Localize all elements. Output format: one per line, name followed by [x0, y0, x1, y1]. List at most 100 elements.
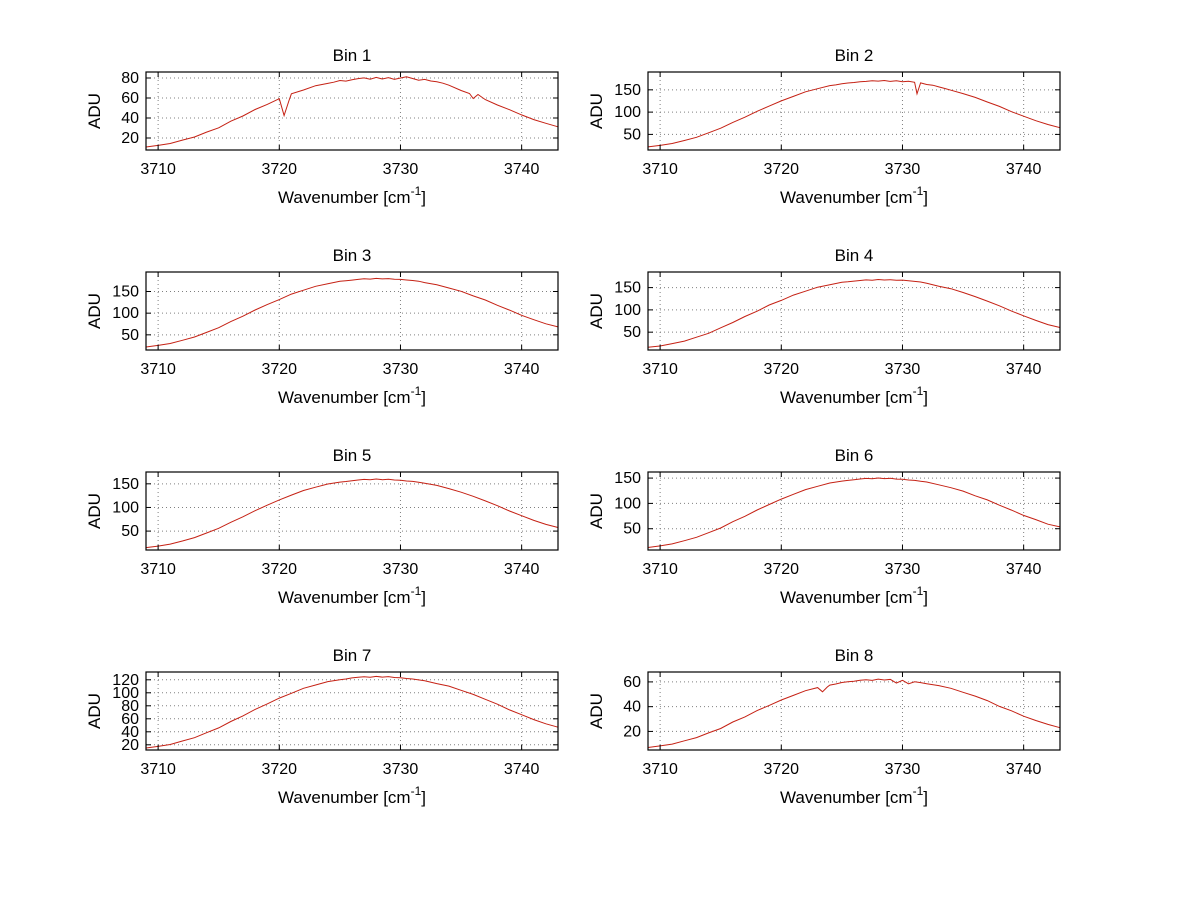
subplot-title: Bin 3 — [333, 246, 372, 265]
x-axis-label: Wavenumber [cm-1] — [780, 184, 928, 207]
spectrum-line — [647, 678, 1061, 748]
y-tick-label: 150 — [614, 470, 641, 487]
y-tick-label: 20 — [121, 130, 139, 147]
x-axis-label: Wavenumber [cm-1] — [780, 384, 928, 407]
x-tick-label: 3710 — [642, 161, 678, 178]
y-tick-label: 80 — [121, 698, 139, 715]
x-tick-label: 3730 — [383, 361, 419, 378]
y-tick-label: 120 — [112, 672, 139, 689]
plot-bin-2: 3710 3720 3730 3740 50 100 150 Bin 2 ADU Wavenumb… — [587, 46, 1061, 207]
y-tick-label: 20 — [623, 723, 641, 740]
plot-bin-5: 3710 3720 3730 3740 50 100 150 Bin 5 ADU Wavenumb… — [85, 446, 559, 607]
y-tick-label: 40 — [121, 110, 139, 127]
x-tick-label: 3710 — [642, 561, 678, 578]
x-tick-label: 3720 — [763, 361, 799, 378]
spectrum-line — [145, 76, 559, 148]
axes-frame — [145, 671, 559, 751]
x-axis-label: Wavenumber [cm-1] — [278, 784, 426, 807]
y-axis-label: ADU — [587, 493, 606, 529]
subplot-title: Bin 6 — [835, 446, 874, 465]
x-tick-label: 3730 — [885, 761, 921, 778]
plot-bin-4: 3710 3720 3730 3740 50 100 150 Bin 4 ADU Wavenumb… — [587, 246, 1061, 407]
x-tick-label: 3730 — [383, 161, 419, 178]
x-tick-label: 3740 — [1006, 161, 1042, 178]
spectrum-line — [145, 277, 559, 348]
y-tick-label: 50 — [623, 126, 641, 143]
plot-bin-6: 3710 3720 3730 3740 50 100 150 Bin 6 ADU Wavenumb… — [587, 446, 1061, 607]
y-tick-label: 150 — [112, 284, 139, 301]
y-tick-label: 100 — [112, 499, 139, 516]
subplot-title: Bin 5 — [333, 446, 372, 465]
spectrum-line — [145, 478, 559, 549]
x-tick-label: 3740 — [1006, 761, 1042, 778]
y-axis-label: ADU — [85, 293, 104, 329]
x-axis-label: Wavenumber [cm-1] — [278, 584, 426, 607]
subplot-bin-7: 3710 3720 3730 3740 20 40 60 80 100 120 Bin 7 ADU Wa… — [82, 644, 582, 844]
x-axis-label: Wavenumber [cm-1] — [780, 584, 928, 607]
subplot-bin-3: 3710 3720 3730 3740 50 100 150 Bin 3 ADU Wavenumb… — [82, 244, 582, 444]
y-axis-label: ADU — [587, 293, 606, 329]
x-tick-label: 3740 — [504, 761, 540, 778]
y-axis-label: ADU — [85, 493, 104, 529]
plot-bin-8: 3710 3720 3730 3740 20 40 60 Bin 8 ADU Wavenumber… — [587, 646, 1061, 807]
x-tick-label: 3730 — [383, 761, 419, 778]
axes-frame — [145, 271, 559, 351]
axes-frame — [647, 71, 1061, 151]
y-tick-label: 100 — [614, 104, 641, 121]
x-tick-label: 3710 — [642, 361, 678, 378]
subplot-title: Bin 8 — [835, 646, 874, 665]
y-tick-label: 60 — [121, 90, 139, 107]
x-tick-label: 3710 — [140, 161, 176, 178]
x-tick-label: 3720 — [763, 161, 799, 178]
y-tick-label: 50 — [121, 327, 139, 344]
y-tick-label: 150 — [614, 280, 641, 297]
subplot-bin-2: 3710 3720 3730 3740 50 100 150 Bin 2 ADU Wavenumb… — [584, 44, 1084, 244]
x-tick-label: 3730 — [885, 561, 921, 578]
x-tick-label: 3730 — [383, 561, 419, 578]
x-axis-label: Wavenumber [cm-1] — [780, 784, 928, 807]
x-tick-label: 3710 — [140, 361, 176, 378]
x-tick-label: 3720 — [763, 761, 799, 778]
y-tick-label: 100 — [112, 305, 139, 322]
x-axis-label: Wavenumber [cm-1] — [278, 384, 426, 407]
spectrum-line — [647, 278, 1061, 348]
x-tick-label: 3730 — [885, 161, 921, 178]
y-tick-label: 40 — [121, 724, 139, 741]
subplot-bin-4: 3710 3720 3730 3740 50 100 150 Bin 4 ADU Wavenumb… — [584, 244, 1084, 444]
x-tick-label: 3730 — [885, 361, 921, 378]
y-axis-label: ADU — [587, 693, 606, 729]
plot-bin-3: 3710 3720 3730 3740 50 100 150 Bin 3 ADU Wavenumb… — [85, 246, 559, 407]
y-tick-label: 100 — [614, 302, 641, 319]
x-tick-label: 3710 — [140, 561, 176, 578]
x-tick-label: 3740 — [504, 561, 540, 578]
x-tick-label: 3720 — [261, 761, 297, 778]
subplot-bin-5: 3710 3720 3730 3740 50 100 150 Bin 5 ADU Wavenumb… — [82, 444, 582, 644]
subplot-bin-8: 3710 3720 3730 3740 20 40 60 Bin 8 ADU Wavenumber… — [584, 644, 1084, 844]
y-tick-label: 60 — [121, 711, 139, 728]
y-tick-label: 100 — [614, 495, 641, 512]
spectrum-line — [145, 675, 559, 749]
spectrum-line — [647, 79, 1061, 148]
y-tick-label: 100 — [112, 685, 139, 702]
subplot-title: Bin 2 — [835, 46, 874, 65]
subplot-title: Bin 7 — [333, 646, 372, 665]
x-axis-label: Wavenumber [cm-1] — [278, 184, 426, 207]
spectrum-line — [647, 477, 1061, 548]
y-axis-label: ADU — [85, 93, 104, 129]
subplot-title: Bin 4 — [835, 246, 874, 265]
y-tick-label: 60 — [623, 674, 641, 691]
axes-frame — [145, 71, 559, 151]
y-tick-label: 20 — [121, 737, 139, 754]
axes-frame — [647, 671, 1061, 751]
x-tick-label: 3720 — [261, 361, 297, 378]
x-tick-label: 3720 — [261, 561, 297, 578]
x-tick-label: 3740 — [504, 361, 540, 378]
axes-frame — [647, 271, 1061, 351]
axes-frame — [145, 471, 559, 551]
y-tick-label: 150 — [112, 476, 139, 493]
y-tick-label: 50 — [623, 521, 641, 538]
x-tick-label: 3740 — [504, 161, 540, 178]
x-tick-label: 3740 — [1006, 361, 1042, 378]
